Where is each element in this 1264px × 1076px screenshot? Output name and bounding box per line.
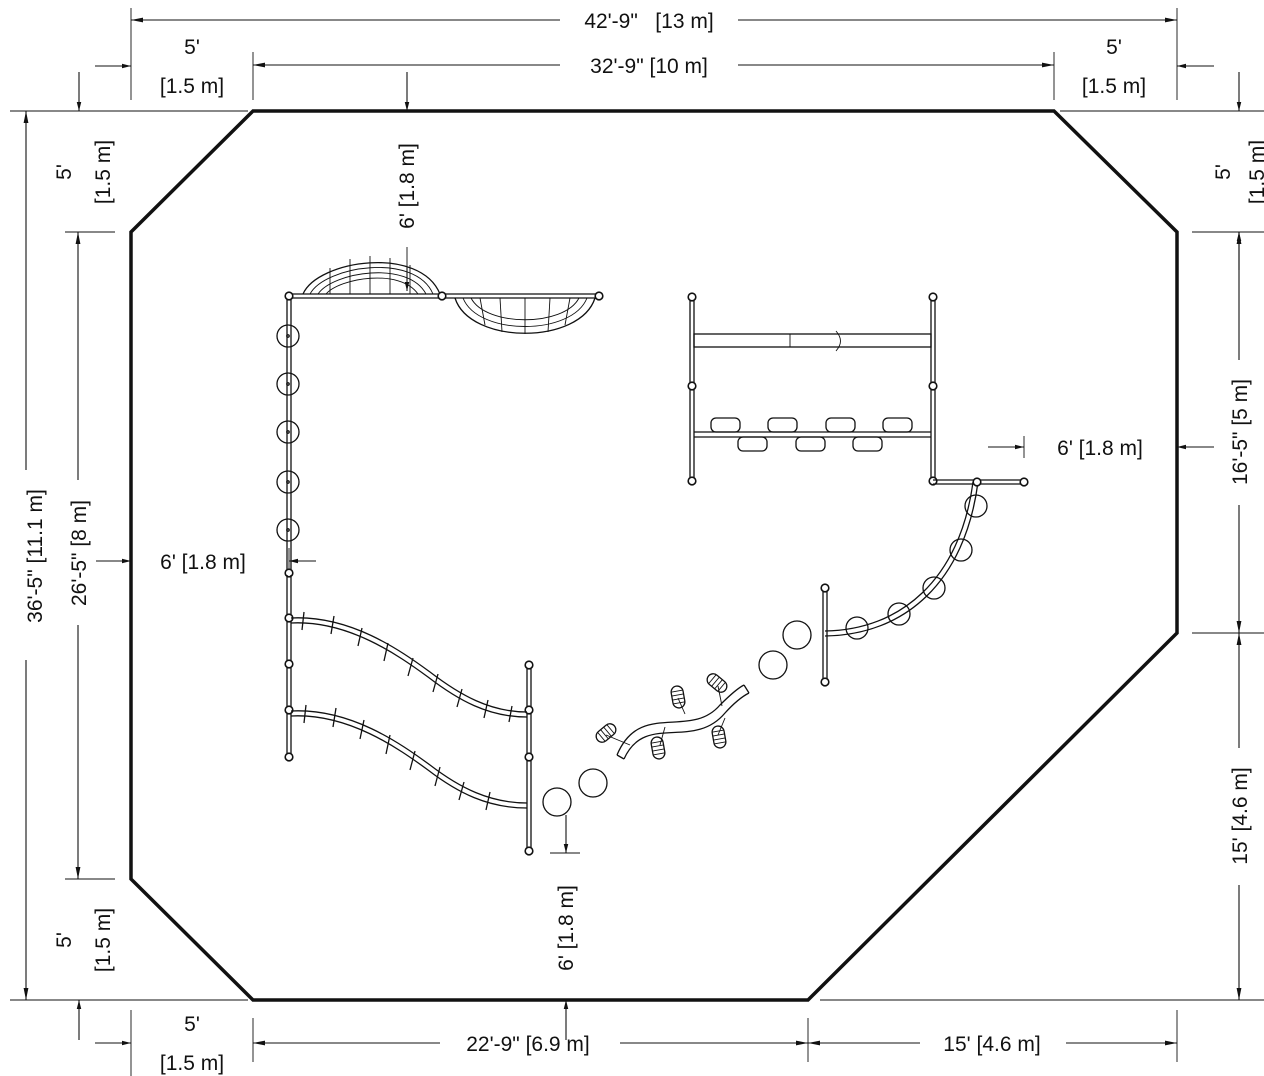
dimension-corner-top-right-height-m: [1.5 m] xyxy=(1246,140,1264,204)
dimension-bottom-edge-label: 22'-9" [6.9 m] xyxy=(466,1033,590,1056)
extension-lines xyxy=(10,8,1264,1076)
net-bowl xyxy=(454,297,596,334)
clearance-top-label: 6' [1.8 m] xyxy=(396,143,419,229)
dimension-corner-bottom-left-width-m: [1.5 m] xyxy=(160,1052,224,1075)
dome-climber xyxy=(302,256,441,295)
dimension-corner-top-right-width: 5' [1.5 m] xyxy=(1082,36,1214,98)
clearance-bottom-label: 6' [1.8 m] xyxy=(555,885,578,971)
top-right-frame xyxy=(687,292,938,486)
dimension-corner-top-left-height: 5' [1.5 m] xyxy=(53,72,115,204)
dimension-corner-bottom-left-height-m: [1.5 m] xyxy=(92,908,115,972)
stepping-stones xyxy=(542,620,812,817)
dimension-overall-height-label: 36'-5" [11.1 m] xyxy=(24,489,47,623)
dimension-corner-bottom-left-height-ft: 5' xyxy=(53,932,76,948)
dimension-corner-top-left-height-ft: 5' xyxy=(53,164,76,180)
dimension-overall-width-label: 42'-9" [13 m] xyxy=(584,10,713,33)
dimension-overall-width: 42'-9" [13 m] xyxy=(131,10,1177,33)
dimension-corner-top-right-width-ft: 5' xyxy=(1106,36,1122,59)
dimension-inner-width-top: 32'-9" [10 m] xyxy=(253,55,1054,78)
dimension-right-lower: 15' [4.6 m] xyxy=(1229,633,1252,1000)
wave-ladder-frame xyxy=(284,575,534,856)
dimension-corner-top-right-height-ft: 5' xyxy=(1212,164,1235,180)
bench-rail xyxy=(694,417,931,452)
curved-stepper-path xyxy=(820,477,988,687)
dimension-corner-bottom-left-width: 5' [1.5 m] xyxy=(95,1013,224,1075)
clearance-left-label: 6' [1.8 m] xyxy=(160,551,246,574)
dimension-right-upper-label: 16'-5" [5 m] xyxy=(1229,379,1252,485)
spring-grips xyxy=(595,673,728,760)
dimension-bottom-right-offset: 15' [4.6 m] xyxy=(808,1033,1177,1056)
dimension-corner-top-left-width: 5' [1.5 m] xyxy=(95,36,224,98)
left-stepping-pods xyxy=(276,324,300,578)
dimension-inner-width-top-label: 32'-9" [10 m] xyxy=(590,55,708,78)
top-rail-posts xyxy=(284,291,604,301)
dimension-corner-bottom-left-width-ft: 5' xyxy=(184,1013,200,1036)
dimension-bottom-edge: 22'-9" [6.9 m] xyxy=(253,1033,808,1056)
dimension-corner-top-right-height: 5' [1.5 m] xyxy=(1212,72,1264,270)
dimension-bottom-right-offset-label: 15' [4.6 m] xyxy=(943,1033,1040,1056)
wave-ladder-lower xyxy=(290,704,528,811)
dimension-corner-top-left-height-m: [1.5 m] xyxy=(92,140,115,204)
clearance-right: 6' [1.8 m] xyxy=(988,436,1214,460)
clearance-top: 6' [1.8 m] xyxy=(396,72,419,291)
clearance-right-label: 6' [1.8 m] xyxy=(1057,437,1143,460)
dimension-corner-top-left-width-ft: 5' xyxy=(184,36,200,59)
dimension-inner-height-left: 26'-5" [8 m] xyxy=(68,232,91,879)
dimension-right-lower-label: 15' [4.6 m] xyxy=(1229,767,1252,864)
wave-ladder-upper xyxy=(290,611,528,723)
use-zone-boundary xyxy=(129,109,1179,1002)
clearance-bottom: 6' [1.8 m] xyxy=(550,815,580,1040)
dimension-right-upper: 16'-5" [5 m] xyxy=(1229,232,1252,633)
dimension-corner-top-right-width-m: [1.5 m] xyxy=(1082,75,1146,98)
s-curve-balance-beam xyxy=(605,684,750,760)
dimension-overall-height: 36'-5" [11.1 m] xyxy=(23,111,47,1000)
dimension-corner-top-left-width-m: [1.5 m] xyxy=(160,75,224,98)
dimension-corner-bottom-left-height: 5' [1.5 m] xyxy=(53,908,115,1040)
top-left-post-rail xyxy=(286,293,600,570)
dimension-inner-height-left-label: 26'-5" [8 m] xyxy=(68,500,91,606)
clearance-left: 6' [1.8 m] xyxy=(96,548,316,576)
log-roller xyxy=(693,330,932,352)
